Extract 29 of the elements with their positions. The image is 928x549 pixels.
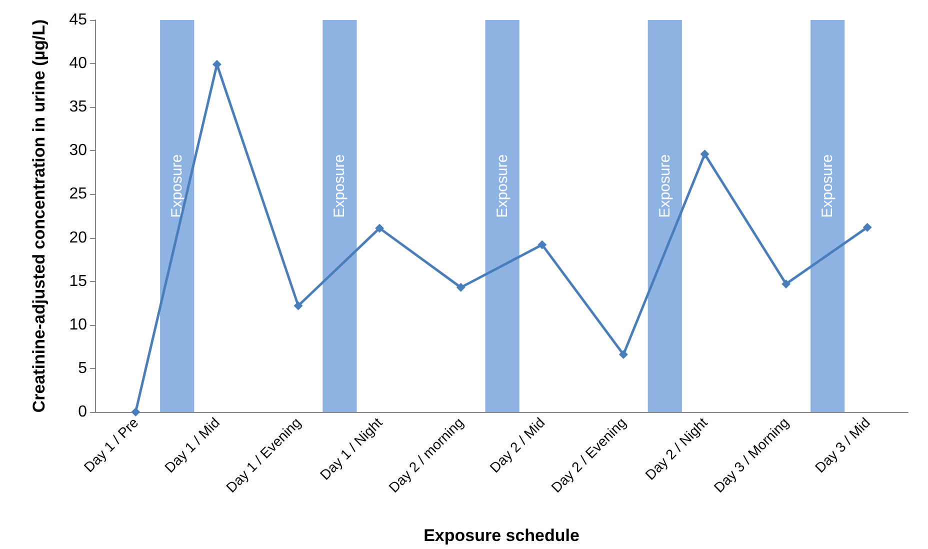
point bbox=[700, 150, 710, 159]
point bbox=[294, 301, 303, 310]
point bbox=[862, 222, 872, 232]
y-tick-label: 45 bbox=[69, 12, 88, 28]
point bbox=[782, 279, 791, 288]
x-axis-title: Exposure schedule bbox=[424, 526, 580, 545]
x-tick-label: Day 2 / Mid bbox=[486, 414, 548, 476]
y-tick-label: 30 bbox=[69, 142, 88, 160]
x-tick-label: Day 1 / Mid bbox=[161, 414, 223, 476]
band-label: Exposure bbox=[168, 154, 186, 218]
x-tick-label: Day 3 / Mid bbox=[812, 414, 874, 476]
y-tick-label: 20 bbox=[69, 229, 88, 246]
y-tick-label: 10 bbox=[69, 316, 88, 334]
band-label: Exposure bbox=[819, 154, 836, 218]
band-label: Exposure bbox=[494, 154, 511, 218]
y-tick-label: 35 bbox=[69, 98, 88, 116]
point bbox=[618, 350, 628, 360]
y-tick-label: 25 bbox=[69, 186, 88, 203]
y-tick-label: 40 bbox=[69, 55, 88, 72]
point bbox=[538, 240, 547, 250]
band-label: Exposure bbox=[331, 154, 348, 218]
y-tick-label: 0 bbox=[78, 404, 88, 420]
y-tick-label: 15 bbox=[69, 272, 88, 290]
y-tick-label: 5 bbox=[78, 360, 88, 377]
point bbox=[131, 408, 140, 416]
y-axis-title: Creatinine-adjusted concentration in urine (µg/L) bbox=[30, 19, 48, 413]
band-label: Exposure bbox=[656, 154, 674, 218]
point bbox=[456, 282, 466, 292]
point bbox=[375, 224, 384, 233]
